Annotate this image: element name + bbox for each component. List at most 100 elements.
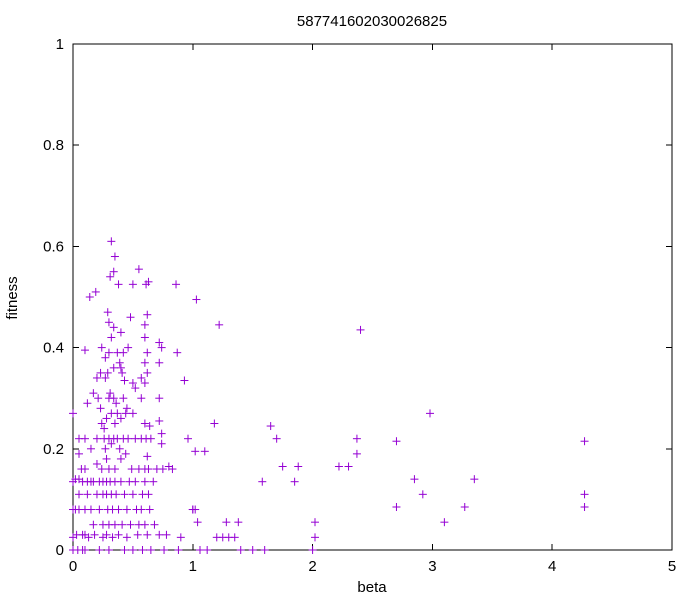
- data-point: [172, 280, 181, 289]
- data-point: [124, 343, 133, 352]
- data-point: [200, 447, 209, 456]
- data-point: [191, 505, 200, 514]
- data-point: [122, 404, 131, 413]
- y-axis: 0 0.2 0.4 0.6 0.8 1: [43, 36, 672, 559]
- data-point: [140, 320, 149, 329]
- data-point: [86, 444, 95, 453]
- data-point: [146, 546, 155, 554]
- data-point: [248, 546, 257, 554]
- data-point: [109, 323, 118, 332]
- data-point: [97, 419, 106, 428]
- data-point: [143, 530, 152, 539]
- data-point: [115, 444, 124, 453]
- data-point: [155, 358, 164, 367]
- data-point: [121, 409, 130, 418]
- data-point: [101, 373, 110, 382]
- data-point: [158, 465, 167, 474]
- data-point: [112, 399, 121, 408]
- data-point: [426, 409, 435, 418]
- data-point: [74, 490, 83, 499]
- data-point: [210, 419, 219, 428]
- data-point: [104, 348, 113, 357]
- data-point: [126, 313, 135, 322]
- y-tick-label: 0.8: [43, 137, 64, 154]
- data-point: [155, 394, 164, 403]
- data-point: [122, 533, 131, 542]
- data-point: [138, 546, 147, 554]
- data-point: [160, 546, 169, 554]
- data-point: [121, 449, 130, 458]
- x-tick-label: 2: [308, 558, 316, 575]
- data-point: [118, 368, 127, 377]
- data-point: [290, 477, 299, 486]
- data-point: [580, 502, 589, 511]
- data-point: [126, 520, 135, 529]
- data-point: [101, 444, 110, 453]
- data-point: [127, 465, 136, 474]
- data-point: [128, 280, 137, 289]
- data-point: [145, 422, 154, 431]
- data-point: [580, 490, 589, 499]
- data-point: [392, 437, 401, 446]
- data-point: [104, 318, 113, 327]
- data-point: [134, 265, 143, 274]
- data-point: [83, 399, 92, 408]
- data-point: [174, 546, 183, 554]
- data-point: [162, 530, 171, 539]
- data-point: [143, 348, 152, 357]
- data-point: [143, 368, 152, 377]
- data-point: [460, 502, 469, 511]
- data-point: [92, 434, 101, 443]
- data-point: [120, 546, 129, 554]
- data-point: [115, 358, 124, 367]
- plot-border: [72, 43, 673, 551]
- data-point: [258, 477, 267, 486]
- data-point: [128, 379, 137, 388]
- data-point: [114, 280, 123, 289]
- data-point: [90, 530, 99, 539]
- data-point: [113, 409, 122, 418]
- data-point: [140, 419, 149, 428]
- data-point: [137, 373, 146, 382]
- data-point: [114, 505, 123, 514]
- data-point: [95, 505, 104, 514]
- data-point: [310, 518, 319, 527]
- data-point: [140, 477, 149, 486]
- data-point: [120, 490, 129, 499]
- data-point: [184, 434, 193, 443]
- data-point: [133, 530, 142, 539]
- data-point: [131, 384, 140, 393]
- data-point: [140, 358, 149, 367]
- data-point: [234, 518, 243, 527]
- data-point: [109, 363, 118, 372]
- data-point: [150, 520, 159, 529]
- data-point: [102, 530, 111, 539]
- data-point: [107, 333, 116, 342]
- data-point: [107, 237, 116, 246]
- data-point: [80, 546, 89, 554]
- data-point: [236, 546, 245, 554]
- data-point: [193, 518, 202, 527]
- data-point: [80, 434, 89, 443]
- y-tick-label: 0: [56, 542, 64, 559]
- data-point: [116, 328, 125, 337]
- data-point: [69, 409, 77, 418]
- data-point: [89, 389, 98, 398]
- data-point: [352, 449, 361, 458]
- data-point: [96, 404, 105, 413]
- data-point: [149, 477, 158, 486]
- data-point: [103, 308, 112, 317]
- data-point: [110, 419, 119, 428]
- y-tick-label: 1: [56, 36, 64, 53]
- data-point: [131, 477, 140, 486]
- x-tick-label: 5: [668, 558, 676, 575]
- data-point: [344, 462, 353, 471]
- data-point: [272, 434, 281, 443]
- data-point: [106, 272, 115, 281]
- y-axis-label: fitness: [4, 276, 21, 319]
- x-axis: 0 1 2 3 4 5: [69, 44, 676, 575]
- data-point: [102, 454, 111, 463]
- data-point: [106, 389, 115, 398]
- data-point: [92, 373, 101, 382]
- data-point: [104, 546, 113, 554]
